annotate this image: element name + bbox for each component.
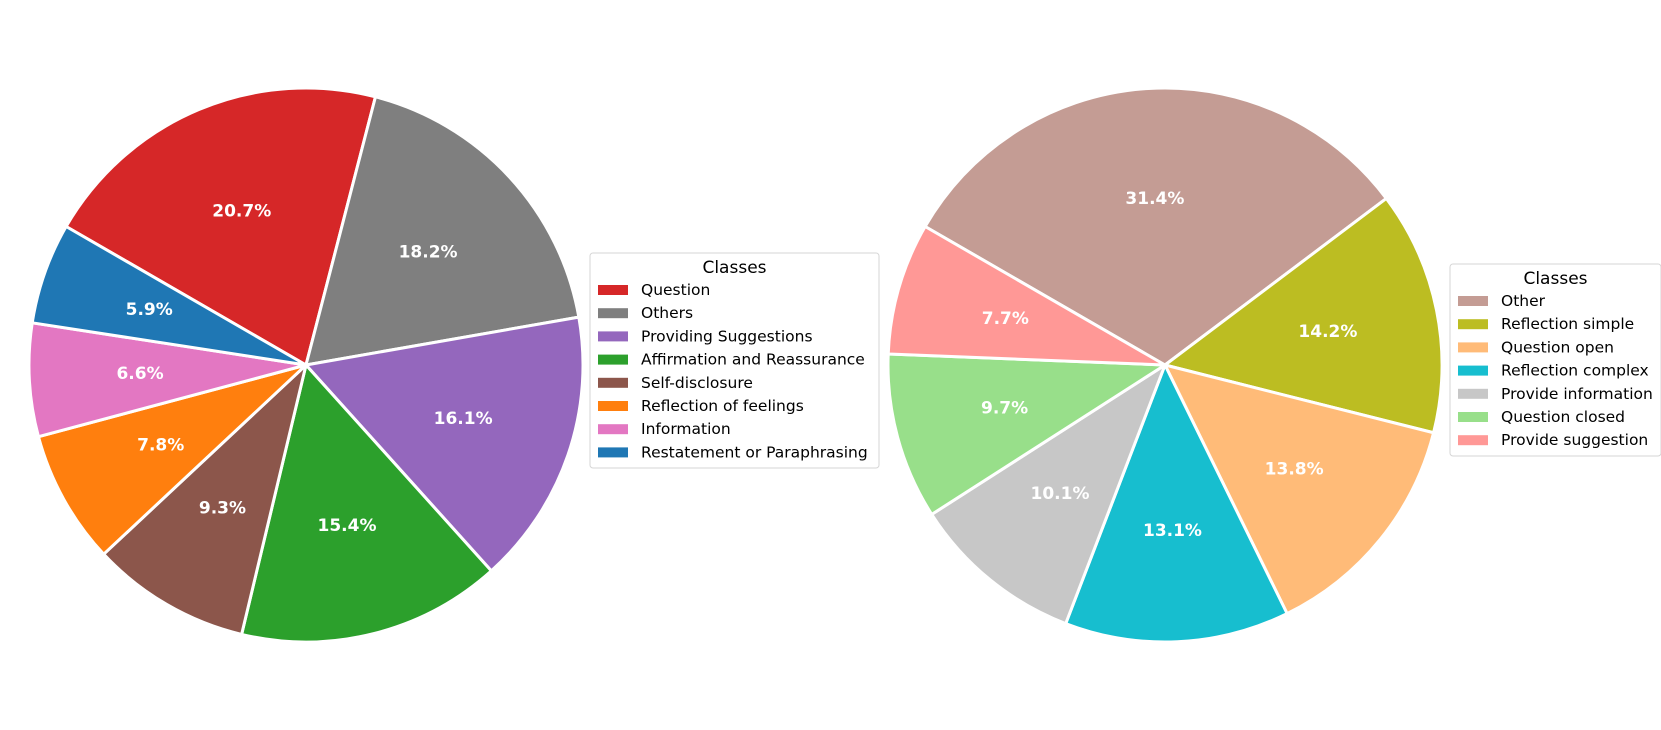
pie-pct-label: 5.9% — [126, 300, 173, 320]
legend-label: Question — [641, 281, 710, 299]
pie-slice-reflection-of-feelings — [36, 363, 308, 556]
legend-label: Restatement or Paraphrasing — [641, 443, 868, 461]
legend-swatch-others — [598, 308, 628, 319]
legend-swatch-restatement-or-paraphrasing — [598, 447, 628, 458]
pie-slice-restatement-or-paraphrasing — [30, 225, 308, 367]
legend-frame — [589, 252, 880, 469]
legend-label: Other — [1501, 292, 1546, 310]
legend-label: Provide information — [1501, 385, 1653, 403]
pie-pct-label: 14.2% — [1298, 322, 1357, 342]
legend-left: Classes Question Others Providing Suggestio… — [589, 252, 880, 469]
pie-slice-reflection-simple — [1163, 196, 1444, 435]
legend-label: Reflection simple — [1501, 315, 1634, 333]
legend-swatch-reflection-complex — [1458, 365, 1488, 376]
legend-label: Others — [641, 304, 693, 322]
legend-label: Affirmation and Reassurance — [641, 351, 865, 369]
pie-pct-label: 9.7% — [981, 399, 1028, 419]
pie-chart-right: 31.4% 14.2% 13.8% 13.1% 10.1% 9.7% 7.7% — [886, 86, 1444, 644]
legend-swatch-other — [1458, 296, 1488, 306]
legend-swatch-question — [598, 285, 628, 295]
pie-pct-label: 16.1% — [434, 409, 493, 429]
pie-pct-label: 15.4% — [318, 516, 377, 536]
pie-pct-label: 7.8% — [137, 436, 184, 456]
legend-swatch-self-disclosure — [598, 377, 628, 388]
pie-pct-label: 6.6% — [116, 364, 163, 384]
legend-swatch-reflection-of-feelings — [598, 401, 628, 411]
pie-pct-label: 10.1% — [1031, 484, 1090, 504]
pie-slice-provide-suggestion — [886, 225, 1167, 367]
pie-slice-question-closed — [886, 352, 1167, 516]
pie-pct-label: 31.4% — [1125, 189, 1184, 209]
pie-slice-others — [304, 95, 581, 367]
pie-slice-self-disclosure — [102, 363, 308, 636]
pie-slice-question-open — [1163, 363, 1436, 616]
legend-swatch-providing-suggestions — [598, 331, 628, 342]
legend-swatch-reflection-simple — [1458, 319, 1488, 330]
pie-slice-question — [64, 86, 377, 367]
legend-label: Question closed — [1501, 408, 1625, 426]
legend-swatch-information — [598, 424, 628, 435]
legend-swatch-provide-suggestion — [1458, 435, 1488, 446]
pie-slice-reflection-complex — [1064, 363, 1289, 644]
legend-label: Information — [641, 420, 731, 438]
legend-label: Reflection complex — [1501, 362, 1649, 380]
legend-title: Classes — [1523, 269, 1587, 289]
legend-right: Classes Other Reflection simple Question op… — [1449, 263, 1661, 457]
pie-pct-label: 18.2% — [399, 242, 458, 262]
legend-label: Provide suggestion — [1501, 431, 1648, 449]
pie-pct-label: 7.7% — [982, 309, 1029, 329]
pie-slice-providing-suggestions — [304, 315, 585, 573]
pie-slice-information — [27, 321, 308, 439]
pie-chart-left: 20.7% 18.2% 16.1% 15.4% 9.3% 7.8% 6.6% 5.9% — [27, 86, 585, 644]
legend-frame — [1449, 263, 1661, 457]
pie-slice-affirmation-and-reassurance — [240, 363, 493, 644]
pie-slice-provide-information — [930, 363, 1167, 626]
legend-swatch-provide-information — [1458, 388, 1488, 399]
legend-swatch-question-closed — [1458, 412, 1488, 422]
pie-pct-label: 13.8% — [1265, 460, 1324, 480]
legend-swatch-question-open — [1458, 342, 1488, 353]
pie-pct-label: 13.1% — [1143, 521, 1202, 541]
legend-label: Providing Suggestions — [641, 327, 813, 345]
legend-label: Reflection of feelings — [641, 397, 804, 415]
legend-label: Question open — [1501, 338, 1614, 356]
legend-swatch-affirmation-and-reassurance — [598, 354, 628, 365]
legend-title: Classes — [702, 258, 766, 278]
legend-label: Self-disclosure — [641, 374, 753, 392]
pie-pct-label: 9.3% — [199, 499, 246, 519]
pie-slice-other — [923, 86, 1388, 367]
pie-pct-label: 20.7% — [212, 202, 271, 222]
